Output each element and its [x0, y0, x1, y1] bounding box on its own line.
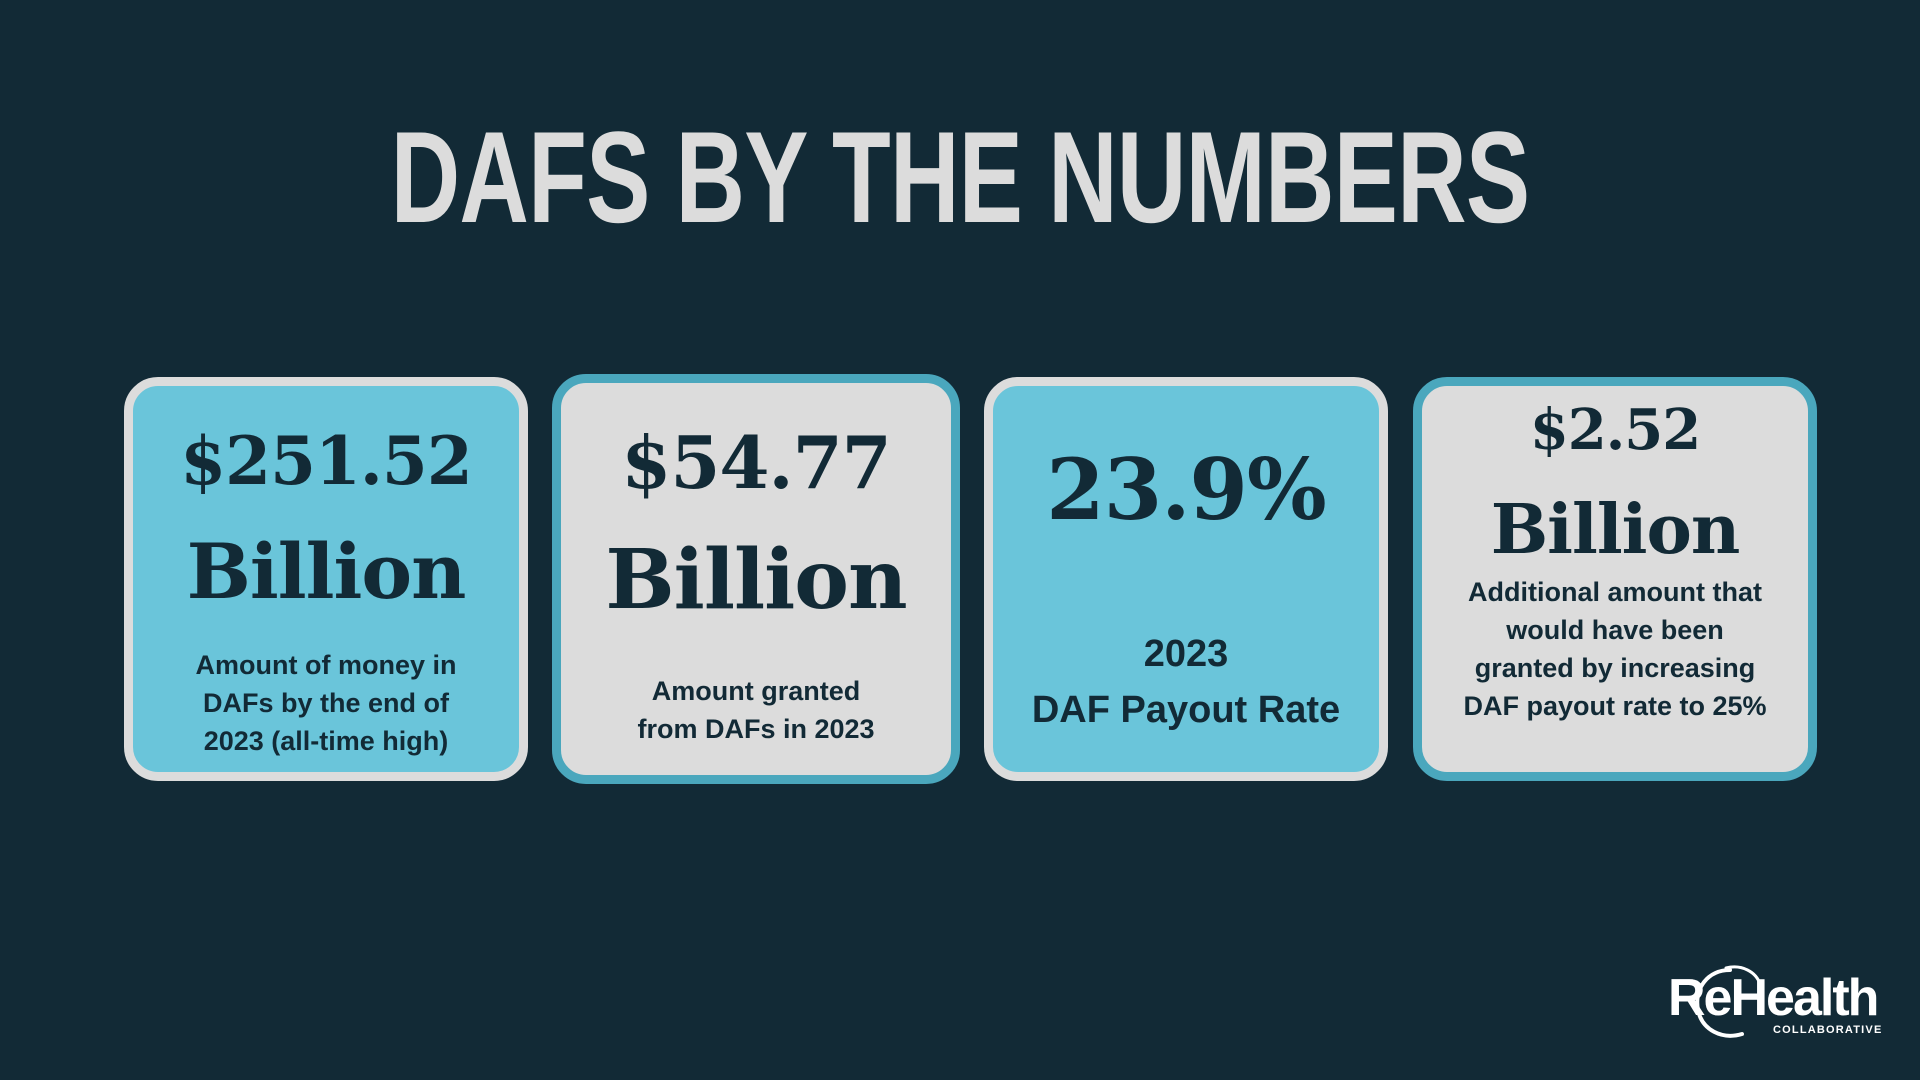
stat-value: $54.77: [621, 420, 892, 505]
stat-description-line: from DAFs in 2023: [637, 714, 875, 744]
stat-description-line: granted by increasing: [1474, 653, 1756, 683]
stat-description-line: Amount granted: [651, 676, 861, 706]
logo-wordmark: ReHealth: [1668, 969, 1879, 1027]
stat-description: 2023 DAF Payout Rate: [993, 626, 1379, 738]
stat-unit: Billion: [605, 532, 907, 628]
stat-description: Amount granted from DAFs in 2023: [561, 672, 951, 748]
stat-card-additional-grants: $2.52 Billion Additional amount that wou…: [1413, 377, 1817, 781]
stat-description-line: Additional amount that: [1468, 577, 1762, 607]
stat-description-line: DAFs by the end of: [202, 688, 449, 718]
stat-description-line: 2023: [1143, 633, 1229, 675]
stat-value: $251.52: [180, 422, 473, 500]
stat-description-line: DAF payout rate to 25%: [1463, 691, 1767, 721]
stat-description-line: DAF Payout Rate: [1031, 689, 1341, 731]
rehealth-logo: ReHealth COLLABORATIVE: [1660, 960, 1883, 1040]
page-title: DAFS BY THE NUMBERS: [390, 104, 1530, 250]
stat-value: 23.9%: [1046, 440, 1326, 539]
stat-description: Amount of money in DAFs by the end of 20…: [133, 646, 519, 760]
stat-unit: Billion: [186, 527, 467, 616]
stat-card-payout-rate: 23.9% 2023 DAF Payout Rate: [984, 377, 1388, 781]
stat-card-grants: $54.77 Billion Amount granted from DAFs …: [552, 374, 960, 784]
stat-unit: Billion: [1490, 490, 1741, 570]
logo-swoosh-icon: [1695, 965, 1762, 1038]
stat-value: $2.52: [1529, 397, 1701, 463]
logo-tagline: COLLABORATIVE: [1773, 1024, 1883, 1036]
stat-description-line: would have been: [1506, 615, 1724, 645]
stat-description-line: Amount of money in: [195, 650, 457, 680]
stat-card-total-assets: $251.52 Billion Amount of money in DAFs …: [124, 377, 528, 781]
stat-description-line: 2023 (all-time high): [203, 726, 449, 756]
stat-description: Additional amount that would have been g…: [1422, 573, 1808, 725]
